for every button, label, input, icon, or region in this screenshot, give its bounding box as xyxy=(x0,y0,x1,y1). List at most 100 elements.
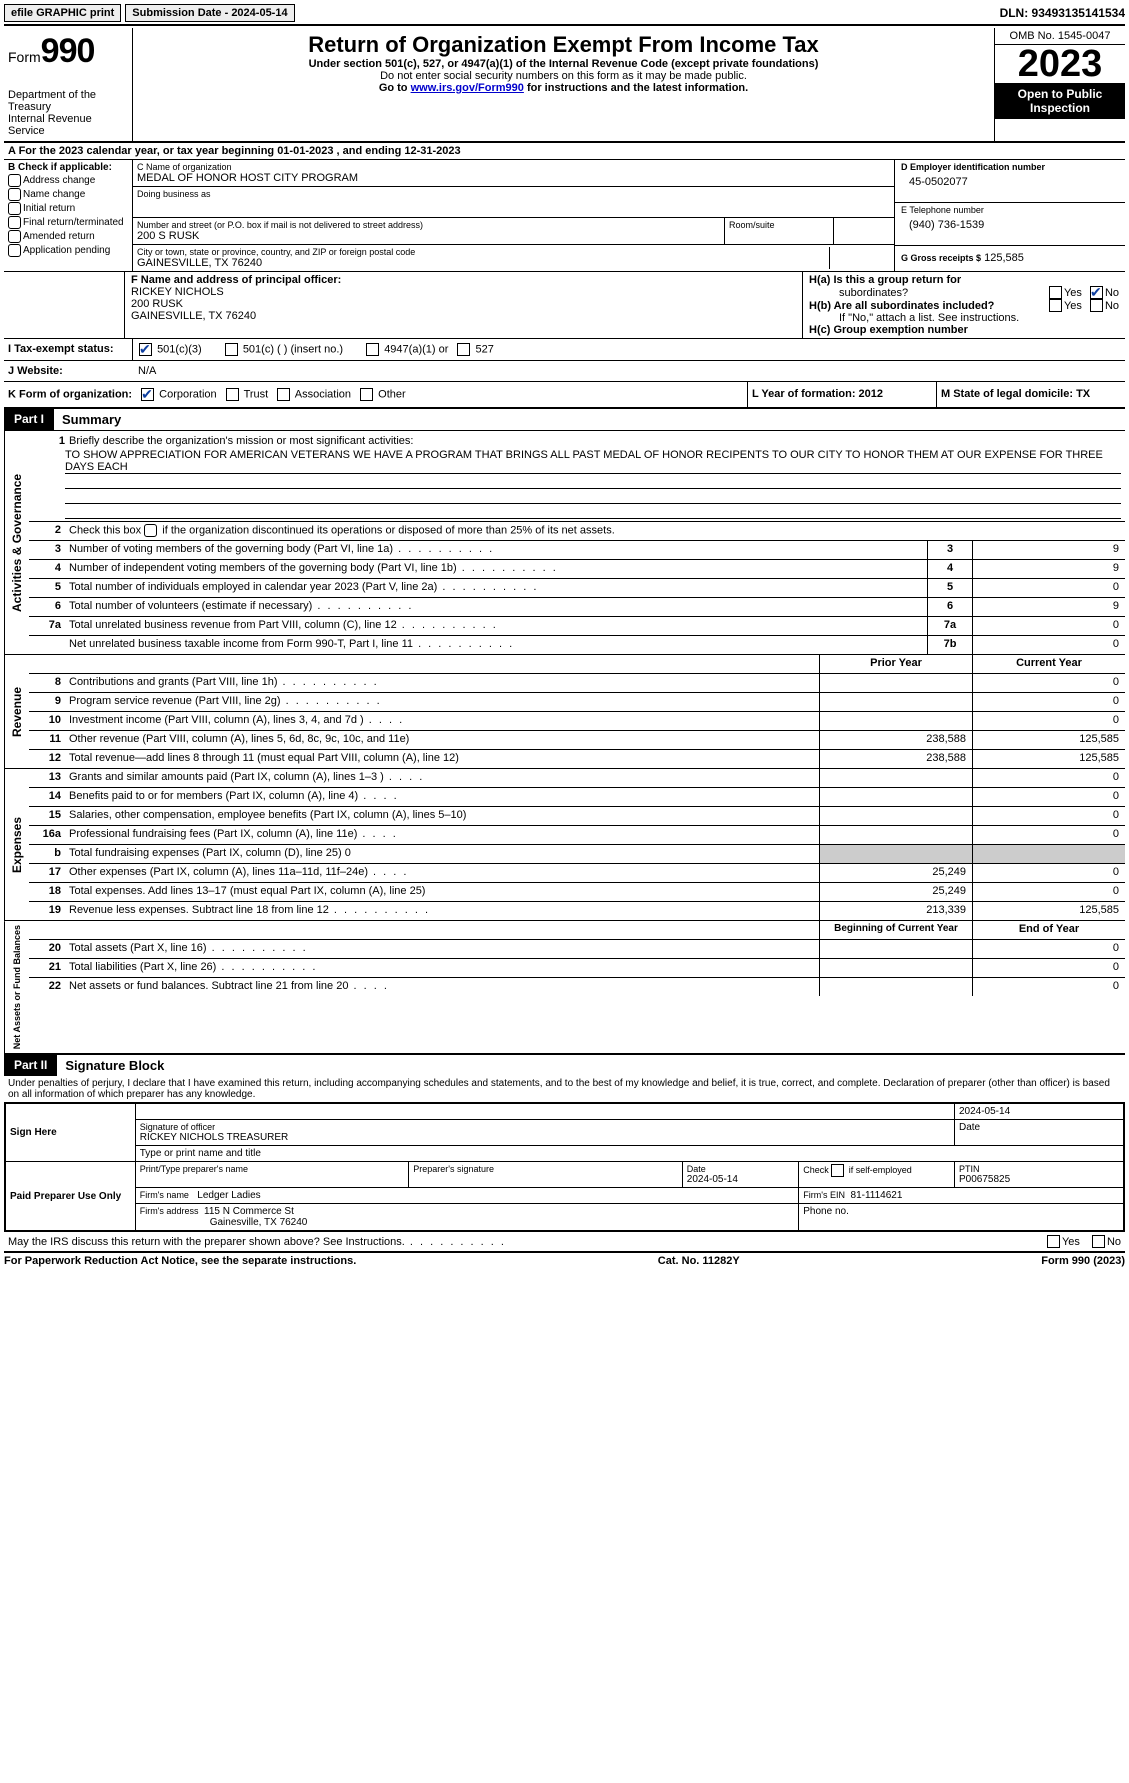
ha-label: H(a) Is this a group return for xyxy=(809,274,961,286)
i-label: I Tax-exempt status: xyxy=(4,339,133,360)
mission-text: TO SHOW APPRECIATION FOR AMERICAN VETERA… xyxy=(65,449,1121,474)
check-app[interactable] xyxy=(8,244,21,257)
d-label: D Employer identification number xyxy=(901,162,1119,172)
rev-section: Revenue Prior Year Current Year 8Contrib… xyxy=(4,655,1125,769)
l19: Revenue less expenses. Subtract line 18 … xyxy=(65,902,819,920)
no-label: No xyxy=(1105,287,1119,299)
firm-name: Ledger Ladies xyxy=(197,1190,260,1201)
sign-here-label: Sign Here xyxy=(5,1103,135,1162)
check-address[interactable] xyxy=(8,174,21,187)
date-label2: Date xyxy=(687,1164,794,1174)
l7b-text: Net unrelated business taxable income fr… xyxy=(65,636,927,654)
discuss-no[interactable] xyxy=(1092,1235,1105,1248)
declaration: Under penalties of perjury, I declare th… xyxy=(4,1076,1125,1102)
k-trust[interactable] xyxy=(226,388,239,401)
check-name[interactable] xyxy=(8,188,21,201)
l6-text: Total number of volunteers (estimate if … xyxy=(65,598,927,616)
g-label: G Gross receipts $ xyxy=(901,253,981,263)
k-trust-label: Trust xyxy=(244,388,269,400)
dba-label: Doing business as xyxy=(137,189,890,199)
f-label: F Name and address of principal officer: xyxy=(131,274,796,286)
phone: (940) 736-1539 xyxy=(901,215,1119,235)
k-other[interactable] xyxy=(360,388,373,401)
l17: Other expenses (Part IX, column (A), lin… xyxy=(65,864,819,882)
yes-label: Yes xyxy=(1064,287,1082,299)
form-title: Return of Organization Exempt From Incom… xyxy=(141,32,986,58)
form-ref: Form 990 (2023) xyxy=(1041,1255,1125,1267)
i-4947[interactable] xyxy=(366,343,379,356)
b-name: Name change xyxy=(23,189,85,200)
f-h-block: F Name and address of principal officer:… xyxy=(4,272,1125,339)
ha-yes[interactable] xyxy=(1049,286,1062,299)
firm-ein: 81-1114621 xyxy=(851,1190,903,1201)
box-f: F Name and address of principal officer:… xyxy=(125,272,803,338)
section-a: A For the 2023 calendar year, or tax yea… xyxy=(4,143,1125,160)
hc-label: H(c) Group exemption number xyxy=(809,324,1119,336)
l2-check[interactable] xyxy=(144,524,157,537)
j-row: J Website: N/A xyxy=(4,361,1125,382)
hb-no[interactable] xyxy=(1090,299,1103,312)
v3: 9 xyxy=(972,541,1125,559)
box-deg: D Employer identification number 45-0502… xyxy=(894,160,1125,271)
l2-text: if the organization discontinued its ope… xyxy=(159,524,615,536)
c21: 0 xyxy=(972,959,1125,977)
l10: Investment income (Part VIII, column (A)… xyxy=(65,712,819,730)
l18: Total expenses. Add lines 13–17 (must eq… xyxy=(65,883,819,901)
c22: 0 xyxy=(972,978,1125,996)
k-assoc[interactable] xyxy=(277,388,290,401)
box-h: H(a) Is this a group return for subordin… xyxy=(803,272,1125,338)
efile-button[interactable]: efile GRAPHIC print xyxy=(4,4,121,22)
gov-section: Activities & Governance 1Briefly describ… xyxy=(4,431,1125,655)
begin-header: Beginning of Current Year xyxy=(819,921,972,939)
i-row: I Tax-exempt status: 501(c)(3) 501(c) ( … xyxy=(4,339,1125,361)
form-header: Form990 Department of the Treasury Inter… xyxy=(4,28,1125,143)
l7a-text: Total unrelated business revenue from Pa… xyxy=(65,617,927,635)
b-initial: Initial return xyxy=(23,203,75,214)
l8: Contributions and grants (Part VIII, lin… xyxy=(65,674,819,692)
c11: 125,585 xyxy=(972,731,1125,749)
c20: 0 xyxy=(972,940,1125,958)
ha-no[interactable] xyxy=(1090,286,1103,299)
c8: 0 xyxy=(972,674,1125,692)
i-501c3[interactable] xyxy=(139,343,152,356)
c14: 0 xyxy=(972,788,1125,806)
street: 200 S RUSK xyxy=(137,230,720,242)
yes-label2: Yes xyxy=(1064,300,1082,312)
check-amended[interactable] xyxy=(8,230,21,243)
k-corp-label: Corporation xyxy=(159,388,216,400)
no-label2: No xyxy=(1105,300,1119,312)
i-527[interactable] xyxy=(457,343,470,356)
type-name-label: Type or print name and title xyxy=(135,1146,1124,1162)
l22: Net assets or fund balances. Subtract li… xyxy=(65,978,819,996)
b-amended: Amended return xyxy=(23,231,95,242)
discuss-yes-label: Yes xyxy=(1062,1236,1080,1248)
box-b: B Check if applicable: Address change Na… xyxy=(4,160,133,271)
self-emp-check[interactable] xyxy=(831,1164,844,1177)
b-app: Application pending xyxy=(23,245,110,256)
website: N/A xyxy=(132,361,1125,381)
i-501c[interactable] xyxy=(225,343,238,356)
check-final[interactable] xyxy=(8,216,21,229)
self-emp-post: if self-employed xyxy=(846,1165,912,1175)
part1-label: Part I xyxy=(4,409,54,430)
form-number: 990 xyxy=(41,32,95,70)
k-corp[interactable] xyxy=(141,388,154,401)
i-c3-label: 501(c)(3) xyxy=(157,343,202,355)
goto-pre: Go to xyxy=(379,82,411,94)
irs-link[interactable]: www.irs.gov/Form990 xyxy=(411,82,524,94)
b-label: B Check if applicable: xyxy=(8,162,128,173)
discuss-yes[interactable] xyxy=(1047,1235,1060,1248)
firm-addr-label: Firm's address xyxy=(140,1206,199,1216)
hb-yes[interactable] xyxy=(1049,299,1062,312)
dln: DLN: 93493135141534 xyxy=(1000,6,1125,20)
m-label: M State of legal domicile: TX xyxy=(936,382,1125,407)
ha-sub: subordinates? xyxy=(809,287,1049,299)
header-center: Return of Organization Exempt From Incom… xyxy=(133,28,994,141)
exp-tab: Expenses xyxy=(4,769,29,920)
current-year-header: Current Year xyxy=(972,655,1125,673)
l3-text: Number of voting members of the governin… xyxy=(65,541,927,559)
cat-no: Cat. No. 11282Y xyxy=(658,1255,740,1267)
check-initial[interactable] xyxy=(8,202,21,215)
c18: 0 xyxy=(972,883,1125,901)
officer-addr1: 200 RUSK xyxy=(131,298,796,310)
